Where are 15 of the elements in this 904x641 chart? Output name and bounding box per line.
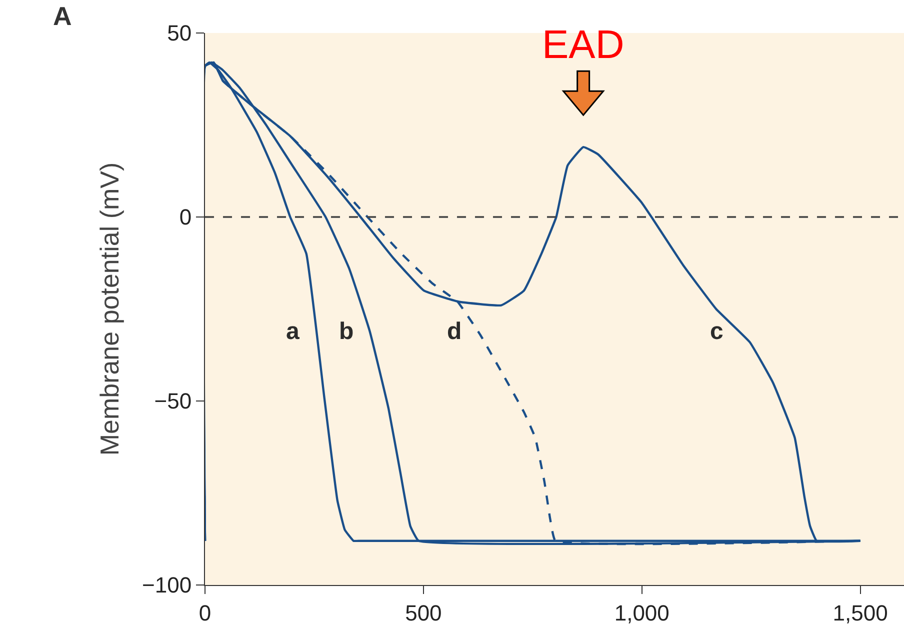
x-tick-label: 0 <box>198 600 212 626</box>
x-tick-label: 500 <box>405 600 442 626</box>
x-tick-label: 1,000 <box>614 600 670 626</box>
y-tick-label: −100 <box>142 572 192 598</box>
text: A <box>53 1 72 31</box>
y-tick-label: 50 <box>167 20 192 46</box>
series-label: a <box>286 318 300 345</box>
y-tick-label: 0 <box>179 204 192 230</box>
series-label: c <box>710 318 724 345</box>
annotation: EAD <box>542 23 624 67</box>
series-label: b <box>339 318 354 345</box>
series-label: d <box>447 318 462 345</box>
y-tick-label: −50 <box>154 388 192 414</box>
y-axis-title: Membrane potential (mV) <box>94 162 124 456</box>
x-tick-label: 1,500 <box>832 600 888 626</box>
